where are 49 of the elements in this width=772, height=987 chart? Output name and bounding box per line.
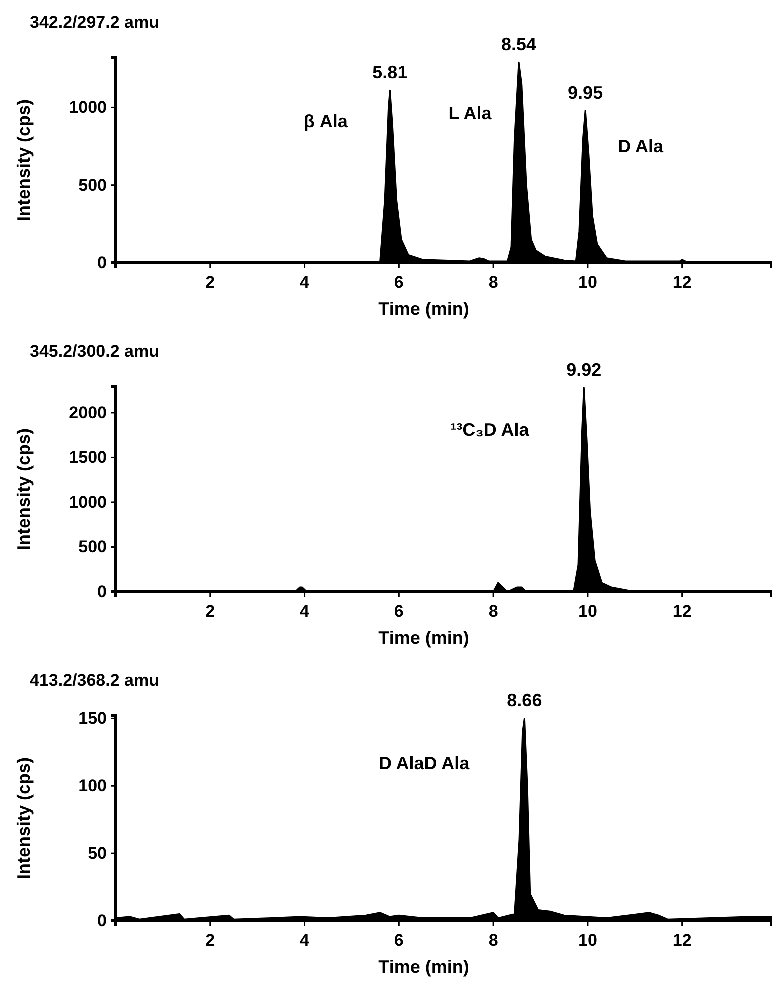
x-tick-label: 12 xyxy=(672,602,692,622)
x-tick-label: 10 xyxy=(578,273,598,292)
x-tick-label: 4 xyxy=(300,931,310,950)
y-tick-label: 1000 xyxy=(69,98,107,118)
y-tick-label: 500 xyxy=(78,176,107,195)
x-tick-label: 2 xyxy=(206,273,216,292)
annotation: 9.95 xyxy=(568,82,604,103)
y-tick-label: 100 xyxy=(78,776,107,796)
x-tick-label: 8 xyxy=(488,931,498,950)
x-tick-label: 12 xyxy=(672,273,692,292)
x-tick-label: 2 xyxy=(206,602,216,622)
y-tick-label: 0 xyxy=(98,582,107,602)
y-axis-title: Intensity (cps) xyxy=(14,757,34,880)
y-tick-label: 150 xyxy=(78,709,107,728)
x-tick-label: 6 xyxy=(394,273,404,292)
y-axis-title: Intensity (cps) xyxy=(14,99,34,222)
x-axis-title: Time (min) xyxy=(378,628,470,648)
x-tick-label: 2 xyxy=(206,931,216,950)
annotation: ¹³C₃D Ala xyxy=(450,420,530,440)
x-axis-title: Time (min) xyxy=(378,299,470,319)
annotation: β Ala xyxy=(304,112,349,132)
x-tick-label: 10 xyxy=(578,602,598,622)
chart-title: 345.2/300.2 amu xyxy=(30,342,160,361)
annotation: 5.81 xyxy=(372,62,408,83)
x-tick-label: 6 xyxy=(394,931,404,950)
annotation: D AlaD Ala xyxy=(378,753,471,774)
annotation: 8.54 xyxy=(502,34,537,55)
x-tick-label: 6 xyxy=(394,602,404,622)
y-tick-label: 1000 xyxy=(69,492,107,512)
annotation: D Ala xyxy=(618,136,664,156)
x-tick-label: 4 xyxy=(300,273,310,292)
x-axis-title: Time (min) xyxy=(378,957,470,977)
y-tick-label: 500 xyxy=(78,538,107,557)
x-tick-label: 8 xyxy=(488,602,498,622)
x-tick-label: 12 xyxy=(672,931,692,950)
x-tick-label: 10 xyxy=(578,931,598,950)
chart-title: 342.2/297.2 amu xyxy=(30,13,160,32)
y-tick-label: 50 xyxy=(88,844,107,864)
y-axis-title: Intensity (cps) xyxy=(14,428,34,551)
y-tick-label: 2000 xyxy=(69,403,107,422)
y-tick-label: 0 xyxy=(98,253,107,272)
annotation: 9.92 xyxy=(566,360,602,380)
annotation: L Ala xyxy=(448,104,493,124)
y-tick-label: 1500 xyxy=(69,448,107,468)
x-tick-label: 8 xyxy=(488,273,498,292)
x-tick-label: 4 xyxy=(300,602,310,622)
y-tick-label: 0 xyxy=(98,911,107,930)
annotation: 8.66 xyxy=(507,690,542,711)
chart-title: 413.2/368.2 amu xyxy=(30,671,160,690)
